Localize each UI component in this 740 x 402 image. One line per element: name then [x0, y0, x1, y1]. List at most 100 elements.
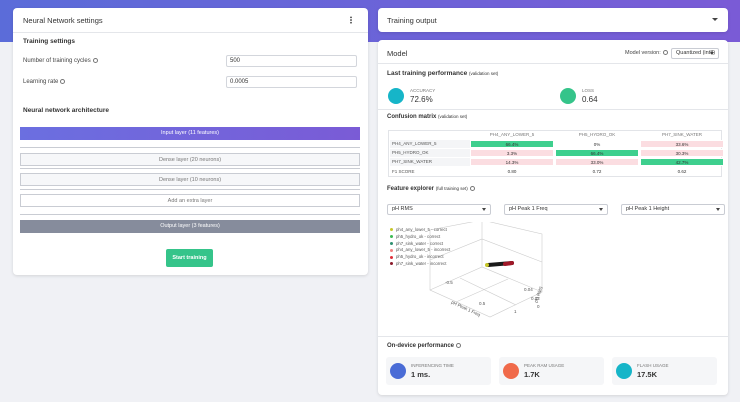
- info-icon: [469, 186, 475, 191]
- layer-block[interactable]: Add an extra layer: [20, 194, 360, 207]
- field-label-text: Learning rate: [23, 79, 59, 86]
- version-select[interactable]: Quantized (int8): [671, 48, 719, 59]
- f1-cell: 0.80: [507, 169, 517, 174]
- info-icon: [662, 50, 668, 56]
- field-label: Number of training cycles: [23, 58, 98, 64]
- matrix-cell: 66.4%: [555, 149, 639, 157]
- metric-value: 0.64: [582, 95, 598, 104]
- heading-text: Feature explorer: [387, 186, 435, 193]
- divider: [378, 109, 728, 110]
- section-heading: Neural network architecture: [23, 107, 109, 114]
- menu-icon[interactable]: [350, 16, 352, 24]
- legend-label: ph5_hydro_ok - correct: [396, 233, 441, 239]
- plot-label: 1: [514, 309, 517, 314]
- legend-entry: ph7_sink_water - incorrect: [390, 261, 446, 266]
- section-heading: Confusion matrix (validation set): [387, 114, 467, 120]
- text-input[interactable]: 0.0005: [226, 76, 357, 88]
- layer-block[interactable]: Output layer (3 features): [20, 220, 360, 233]
- field-label: Learning rate: [23, 79, 66, 86]
- column-header: PH7_SINK_WATER: [661, 132, 702, 137]
- layer-block[interactable]: Dense layer (20 neurons): [20, 153, 360, 166]
- matrix-cell: 3.3%: [470, 149, 554, 157]
- text-input[interactable]: 500: [226, 55, 357, 67]
- row-header: PH5_HYDRO_OK: [390, 149, 470, 157]
- model-panel: Model Model version: Quantized (int8) La…: [378, 40, 728, 395]
- metric-label: LOSS: [582, 88, 595, 93]
- legend-swatch: [390, 241, 393, 245]
- connector-line: [20, 214, 360, 215]
- row-header: PH4_ANY_LOWER_5: [390, 140, 470, 148]
- legend-label: ph4_any_lower_5 - correct: [396, 227, 447, 232]
- collapse-icon[interactable]: [712, 18, 718, 24]
- section-heading: Training settings: [23, 38, 76, 45]
- layer-block[interactable]: Input layer (11 features): [20, 127, 360, 140]
- model-title: Model: [387, 49, 408, 58]
- info-icon: [456, 343, 462, 348]
- heading-note: (full training set): [435, 186, 468, 192]
- heading-text: On-device performance: [387, 343, 455, 350]
- panel-title: Neural Network settings: [23, 16, 103, 25]
- info-icon: [60, 79, 66, 84]
- legend-label: ph7_sink_water - incorrect: [396, 261, 447, 266]
- version-label: Model version:: [625, 50, 668, 56]
- perf-icon: [390, 363, 406, 379]
- info-icon: [92, 58, 98, 63]
- legend-label: ph4_any_lower_5 - incorrect: [396, 247, 451, 253]
- perf-icon: [503, 363, 519, 379]
- matrix-cell: 0%: [555, 140, 639, 148]
- plot-label: 0: [537, 304, 540, 309]
- plot-label: 0.5: [479, 301, 486, 306]
- metric-value: 72.6%: [410, 95, 433, 104]
- matrix-cell: 33.6%: [640, 140, 724, 148]
- perf-value: 17.5K: [637, 370, 658, 379]
- start-training-button[interactable]: Start training: [166, 249, 213, 267]
- matrix-cell: 66.4%: [470, 140, 554, 148]
- axis-select[interactable]: pH Peak 1 Height: [621, 204, 725, 215]
- divider: [13, 32, 368, 33]
- connector-line: [20, 168, 360, 169]
- row-header: PH7_SINK_WATER: [390, 158, 470, 166]
- divider: [378, 63, 728, 64]
- legend-label: ph5_hydro_ok - incorrect: [396, 254, 444, 260]
- plot-label: -0.5: [445, 280, 453, 285]
- axis-select[interactable]: pH RMS: [387, 204, 491, 215]
- matrix-cell: 33.0%: [555, 158, 639, 166]
- section-heading: On-device performance: [387, 343, 462, 350]
- feature-plot: [429, 222, 543, 318]
- point-cluster: [485, 263, 489, 267]
- legend-swatch: [390, 262, 393, 266]
- layer-block[interactable]: Dense layer (10 neurons): [20, 173, 360, 186]
- legend-entry: ph5_hydro_ok - incorrect: [390, 254, 444, 259]
- axis-select[interactable]: pH Peak 1 Freq: [504, 204, 608, 215]
- matrix-cell: 30.3%: [640, 149, 724, 157]
- connector-line: [20, 147, 360, 148]
- connector-line: [20, 189, 360, 190]
- section-heading: Feature explorer (full training set): [387, 186, 475, 192]
- row-header: F1 SCORE: [392, 169, 415, 174]
- f1-cell: 0.62: [677, 169, 687, 174]
- training-output-header: Training output: [378, 8, 728, 32]
- legend-entry: ph7_sink_water - correct: [390, 241, 443, 246]
- legend-entry: ph4_any_lower_5 - incorrect: [390, 247, 450, 252]
- divider: [378, 336, 728, 337]
- point-cluster: [503, 261, 514, 266]
- legend-swatch: [390, 255, 393, 259]
- plot-label: 0.02: [531, 296, 540, 301]
- nn-settings-panel: Neural Network settings Training setting…: [13, 8, 368, 275]
- field-label-text: Number of training cycles: [23, 58, 91, 65]
- matrix-cell: 42.7%: [640, 158, 724, 166]
- legend-label: ph7_sink_water - correct: [396, 240, 444, 246]
- panel-title: Training output: [387, 16, 437, 25]
- section-heading: Last training performance (validation se…: [387, 70, 498, 77]
- perf-label: INFERENCING TIME: [411, 363, 454, 368]
- legend-swatch: [390, 248, 393, 252]
- legend-entry: ph4_any_lower_5 - correct: [390, 227, 447, 232]
- perf-label: FLASH USAGE: [637, 363, 669, 368]
- heading-note: (validation set): [469, 71, 499, 76]
- perf-label: PEAK RAM USAGE: [524, 363, 565, 368]
- metric-icon: [560, 88, 576, 104]
- perf-icon: [616, 363, 632, 379]
- metric-label: ACCURACY: [410, 88, 436, 93]
- plot-label: 0.04: [524, 287, 533, 292]
